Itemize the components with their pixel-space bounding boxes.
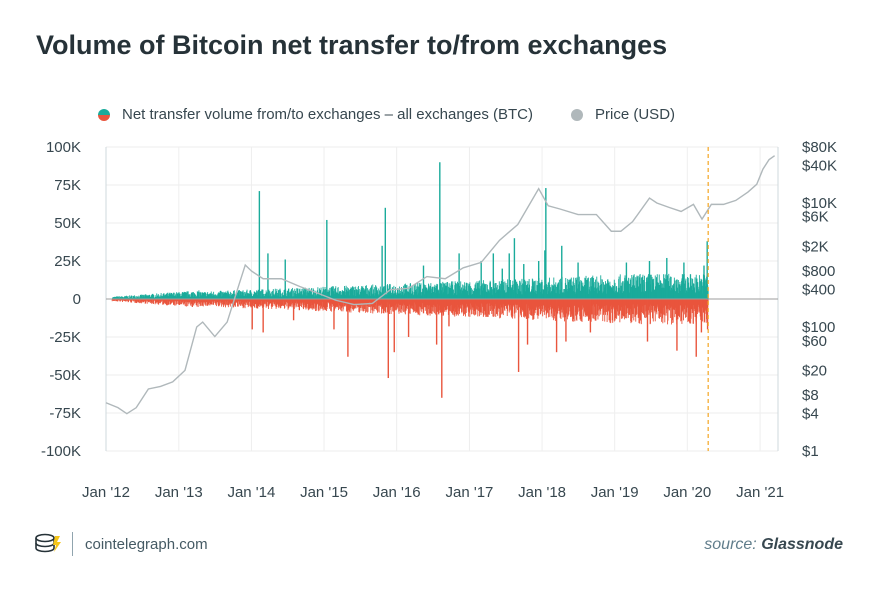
right-tick-label: $6K (802, 209, 829, 226)
right-tick-label: $2K (802, 238, 829, 255)
right-tick-label: $800 (802, 263, 835, 280)
x-tick-label: Jan '12 (82, 484, 130, 501)
x-tick-label: Jan '13 (155, 484, 203, 501)
right-tick-label: $40K (802, 158, 837, 175)
x-axis-ticks: Jan '12 Jan '13 Jan '14 Jan '15 Jan '16 Jan '… (82, 484, 784, 501)
net-transfer-inflow-bars (111, 162, 709, 299)
price-legend-swatch (571, 108, 584, 121)
left-tick-label: -50K (49, 367, 81, 384)
price-line (105, 155, 776, 415)
right-tick-label: $1 (802, 443, 819, 460)
right-tick-label: $100 (802, 319, 835, 336)
right-tick-label: $8 (802, 387, 819, 404)
x-tick-label: Jan '16 (373, 484, 421, 501)
chart-title: Volume of Bitcoin net transfer to/from e… (36, 30, 668, 60)
right-tick-label: $80K (802, 139, 837, 156)
legend-label-net-transfer: Net transfer volume from/to exchanges – … (122, 106, 534, 123)
legend-label-price: Price (USD) (595, 106, 676, 123)
right-tick-label: $400 (802, 282, 835, 299)
x-tick-label: Jan '15 (300, 484, 348, 501)
source-prefix: source: (704, 536, 757, 553)
net-transfer-outflow-bars (111, 299, 709, 398)
cointelegraph-logo-icon (35, 533, 61, 553)
right-tick-label: $4 (802, 406, 819, 423)
right-tick-label: $10K (802, 195, 837, 212)
left-tick-label: 0 (73, 291, 81, 308)
x-tick-label: Jan '17 (445, 484, 493, 501)
chart-legend: Net transfer volume from/to exchanges – … (98, 106, 713, 123)
legend-item-net-transfer[interactable]: Net transfer volume from/to exchanges – … (98, 106, 533, 123)
right-tick-label: $60 (802, 333, 827, 350)
left-tick-label: -25K (49, 329, 81, 346)
footer-brand: cointelegraph.com (34, 532, 208, 556)
left-tick-label: -75K (49, 405, 81, 422)
left-tick-label: 75K (54, 177, 81, 194)
source-name: Glassnode (761, 536, 843, 553)
left-axis-ticks: 100K 75K 50K 25K 0 -25K -50K -75K -100K (41, 139, 81, 460)
right-axis-ticks: $80K $40K $10K$6K $2K $800 $400 $100$60 $20 $8 $4… (802, 139, 837, 460)
left-tick-label: -100K (41, 443, 81, 460)
left-tick-label: 50K (54, 215, 81, 232)
footer-site-link[interactable]: cointelegraph.com (85, 535, 208, 553)
x-tick-label: Jan '20 (663, 484, 711, 501)
x-tick-label: Jan '21 (736, 484, 784, 501)
net-transfer-legend-swatch (98, 108, 110, 121)
x-tick-label: Jan '18 (518, 484, 566, 501)
legend-item-price[interactable]: Price (USD) (571, 106, 675, 123)
left-tick-label: 100K (46, 139, 81, 156)
right-tick-label: $20 (802, 362, 827, 379)
left-tick-label: 25K (54, 253, 81, 270)
footer-separator (72, 532, 73, 556)
x-tick-label: Jan '14 (227, 484, 275, 501)
source-credit: source: Glassnode (704, 536, 843, 554)
x-tick-label: Jan '19 (591, 484, 639, 501)
